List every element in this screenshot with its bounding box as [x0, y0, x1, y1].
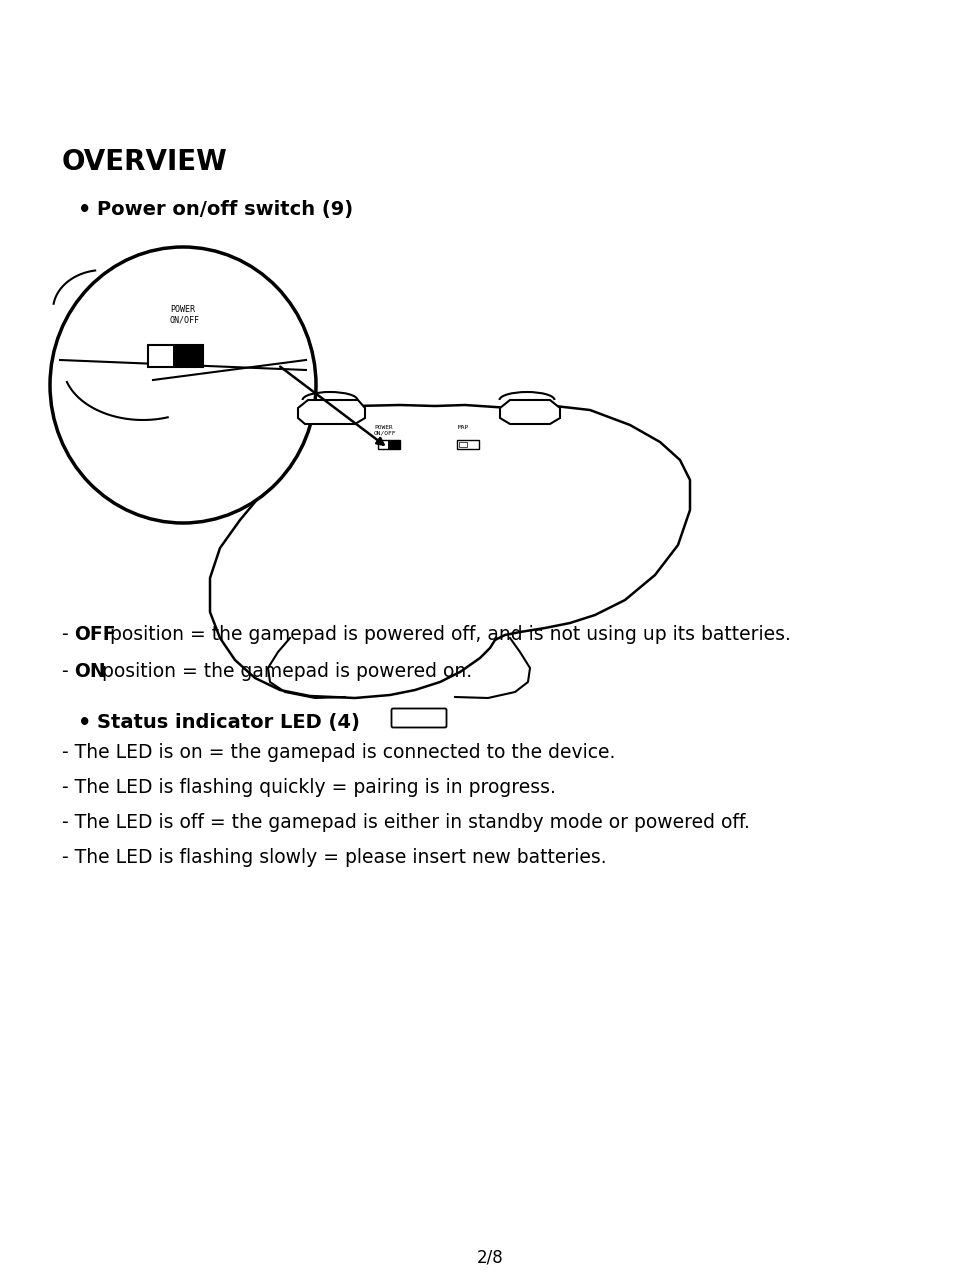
Bar: [388, 440, 399, 449]
Text: OFF: OFF: [74, 625, 115, 644]
Text: - The LED is flashing quickly = pairing is in progress.: - The LED is flashing quickly = pairing …: [62, 778, 556, 798]
Text: 2/8: 2/8: [476, 1248, 503, 1266]
Ellipse shape: [50, 247, 315, 523]
Text: Power on/off switch (9): Power on/off switch (9): [97, 200, 353, 219]
Text: - The LED is off = the gamepad is either in standby mode or powered off.: - The LED is off = the gamepad is either…: [62, 813, 749, 832]
Text: •: •: [78, 200, 91, 220]
Bar: [377, 440, 399, 449]
Text: - The LED is flashing slowly = please insert new batteries.: - The LED is flashing slowly = please in…: [62, 848, 606, 868]
Text: POWER
ON/OFF: POWER ON/OFF: [170, 305, 200, 324]
Polygon shape: [297, 399, 365, 424]
Text: position = the gamepad is powered off, and is not using up its batteries.: position = the gamepad is powered off, a…: [104, 625, 790, 644]
Bar: [148, 345, 203, 368]
Text: Status indicator LED (4): Status indicator LED (4): [97, 714, 359, 731]
Bar: [458, 441, 466, 446]
FancyBboxPatch shape: [391, 709, 446, 728]
Text: •: •: [78, 714, 91, 733]
Text: MAP: MAP: [457, 425, 469, 430]
Text: OVERVIEW: OVERVIEW: [62, 148, 228, 176]
Text: -: -: [62, 625, 74, 644]
Text: - The LED is on = the gamepad is connected to the device.: - The LED is on = the gamepad is connect…: [62, 743, 615, 762]
Text: position = the gamepad is powered on.: position = the gamepad is powered on.: [96, 661, 472, 681]
Text: ON: ON: [74, 661, 106, 681]
Text: POWER
ON/OFF: POWER ON/OFF: [374, 425, 396, 435]
Polygon shape: [499, 399, 559, 424]
Bar: [456, 440, 478, 449]
Text: -: -: [62, 661, 74, 681]
Bar: [172, 345, 203, 368]
